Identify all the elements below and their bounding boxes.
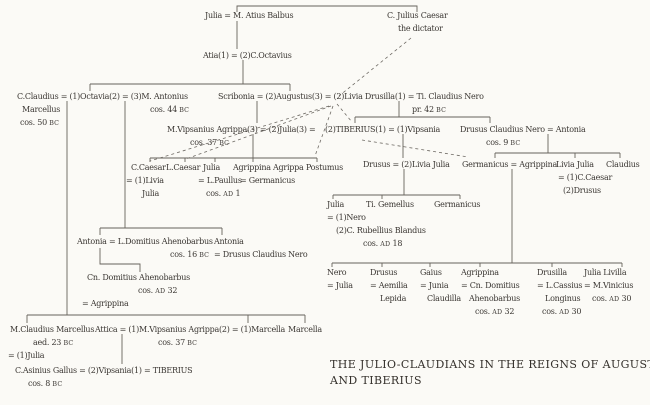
label-gaius-wife-2: Claudilla xyxy=(427,294,461,303)
diagram-title-line-2: AND TIBERIUS xyxy=(330,374,422,387)
label-claudius: Claudius xyxy=(606,160,640,169)
adoption-line-4 xyxy=(336,103,353,123)
label-paullus-cos: cos. AD 1 xyxy=(206,189,241,198)
diagram-title-line-1: THE JULIO-CLAUDIANS IN THE REIGNS OF AUG… xyxy=(330,358,650,371)
label-julius-caesar-dictator-sub: the dictator xyxy=(398,24,443,33)
label-livia-julia-husband-2: (2)Drusus xyxy=(563,186,601,195)
label-livia-julia: Livia Julia xyxy=(556,160,594,169)
label-claudius-octavia-antonius: C.Claudius = (1)Octavia(2) = (3)M. Anton… xyxy=(17,92,188,101)
label-julia-rubellius-husband-2: (2)C. Rubellius Blandus xyxy=(336,226,426,235)
label-agrippa-julia: M.Vipsanius Agrippa(3) = (2)Julia(3) = xyxy=(167,125,316,134)
descent-line-45 xyxy=(99,248,141,272)
label-agrippa-postumus: Agrippa Postumus xyxy=(273,163,344,172)
label-nero-caesar-wife: = Julia xyxy=(327,281,353,290)
label-agrippa-cos: cos. 37 BC xyxy=(190,138,230,147)
label-julia-rubellius: Julia xyxy=(327,200,344,209)
adoption-line-0 xyxy=(338,37,412,97)
label-marcella-2: Marcella xyxy=(288,325,322,334)
label-cn-domitius: Cn. Domitius Ahenobarbus xyxy=(87,273,191,282)
label-julius-caesar-dictator: C. Julius Caesar xyxy=(387,11,448,20)
label-drusus-caesar-wife-2: Lepida xyxy=(380,294,407,303)
label-julia-livilla: Julia Livilla xyxy=(584,268,627,277)
label-gallus-vipsania-tiberius: C.Asinius Gallus = (2)Vipsania(1) = TIBE… xyxy=(15,366,193,375)
label-drusus-livia-julia: Drusus = (2)Livia Julia xyxy=(363,160,450,169)
adoption-line-5 xyxy=(361,139,469,158)
label-nero-caesar: Nero xyxy=(327,268,347,277)
label-cn-domitius-cos: cos. AD 32 xyxy=(138,286,178,295)
label-scribonia-augustus-livia-nero: Scribonia = (2)Augustus(3) = (2)Livia Dr… xyxy=(218,92,484,101)
label-vinicius-cos: cos. AD 30 xyxy=(592,294,632,303)
label-agrippina-younger: Agrippina xyxy=(461,268,499,277)
label-agrippina-younger-husband-1: = Cn. Domitius xyxy=(461,281,520,290)
adoption-line-3 xyxy=(314,105,334,157)
label-germanicus-son-of-drusus: Germanicus xyxy=(434,200,481,209)
descent-line-0 xyxy=(236,5,418,12)
label-agrippa-cos-2: cos. 37 BC xyxy=(158,338,198,347)
label-drusus-claudius-nero-antonia: Drusus Claudius Nero = Antonia xyxy=(460,125,586,134)
label-julia-younger-husband: = L.Paullus xyxy=(198,176,242,185)
label-antonia-minor: Antonia xyxy=(214,237,244,246)
label-ti-gemellus: Ti. Gemellus xyxy=(366,200,414,209)
label-c-caesar-wife-2: Julia xyxy=(142,189,159,198)
label-agrippina-younger-husband-2: Ahenobarbus xyxy=(469,294,520,303)
label-drusilla: Drusilla xyxy=(537,268,567,277)
label-atia-octavius: Atia(1) = (2)C.Octavius xyxy=(203,51,292,60)
label-m-claudius-marcellus-wife: = (1)Julia xyxy=(8,351,45,360)
label-drusus-caesar-wife-1: = Aemilia xyxy=(370,281,408,290)
label-drusilla-husband-1: = L.Cassius xyxy=(537,281,583,290)
label-julia-younger: Julia xyxy=(203,163,220,172)
label-ti-claudius-nero-pr: pr. 42 BC xyxy=(412,105,447,114)
label-drusilla-cos: cos. AD 30 xyxy=(542,307,582,316)
label-julia-atius-balbus: Julia = M. Atius Balbus xyxy=(205,11,294,20)
label-m-claudius-marcellus-aed: aed. 23 BC xyxy=(33,338,74,347)
label-gallus-cos: cos. 8 BC xyxy=(28,379,63,388)
label-julia-rubellius-husband-1: = (1)Nero xyxy=(327,213,366,222)
label-cn-domitius-wife: = Agrippina xyxy=(82,299,129,308)
label-l-caesar: L.Caesar xyxy=(166,163,201,172)
label-julia-livilla-husband: = M.Vinicius xyxy=(584,281,634,290)
label-claudius-marcellus-cos: cos. 50 BC xyxy=(20,118,60,127)
label-gaius: Gaius xyxy=(420,268,442,277)
label-drusus-caesar: Drusus xyxy=(370,268,398,277)
adoption-line-2 xyxy=(185,105,332,160)
label-c-caesar: C.Caesar xyxy=(131,163,166,172)
label-antonia-ahenobarbus: Antonia = L.Domitius Ahenobarbus xyxy=(77,237,213,246)
label-antonius-cos: cos. 44 BC xyxy=(150,105,190,114)
label-germanicus-agrippina: Germanicus = Agrippina xyxy=(462,160,558,169)
label-agrippina-elder: Agrippina xyxy=(233,163,271,172)
label-ahenobarbus-cos: cos. 16 BC xyxy=(170,250,210,259)
label-drusilla-husband-2: Longinus xyxy=(545,294,581,303)
label-drusus-claudius-nero-cos: cos. 9 BC xyxy=(486,138,521,147)
label-gaius-wife-1: = Junia xyxy=(420,281,449,290)
label-claudius-marcellus-sub: Marcellus xyxy=(22,105,61,114)
label-antonia-minor-husband: = Drusus Claudius Nero xyxy=(214,250,308,259)
adoption-line-1 xyxy=(149,105,330,162)
label-livia-julia-husband-1: = (1)C.Caesar xyxy=(558,173,613,182)
label-m-claudius-marcellus: M.Claudius Marcellus xyxy=(10,325,95,334)
label-tiberius-vipsania: (2)TIBERIUS(1) = (1)Vipsania xyxy=(325,125,441,134)
label-rubellius-cos: cos. AD 18 xyxy=(363,239,403,248)
label-attica-agrippa-marcella: Attica = (1)M.Vipsanius Agrippa(2) = (1)… xyxy=(95,325,286,334)
label-agrippina-younger-cos: cos. AD 32 xyxy=(475,307,515,316)
label-agrippina-elder-husband: = Germanicus xyxy=(240,176,295,185)
label-c-caesar-wife-1: = (1)Livia xyxy=(126,176,164,185)
